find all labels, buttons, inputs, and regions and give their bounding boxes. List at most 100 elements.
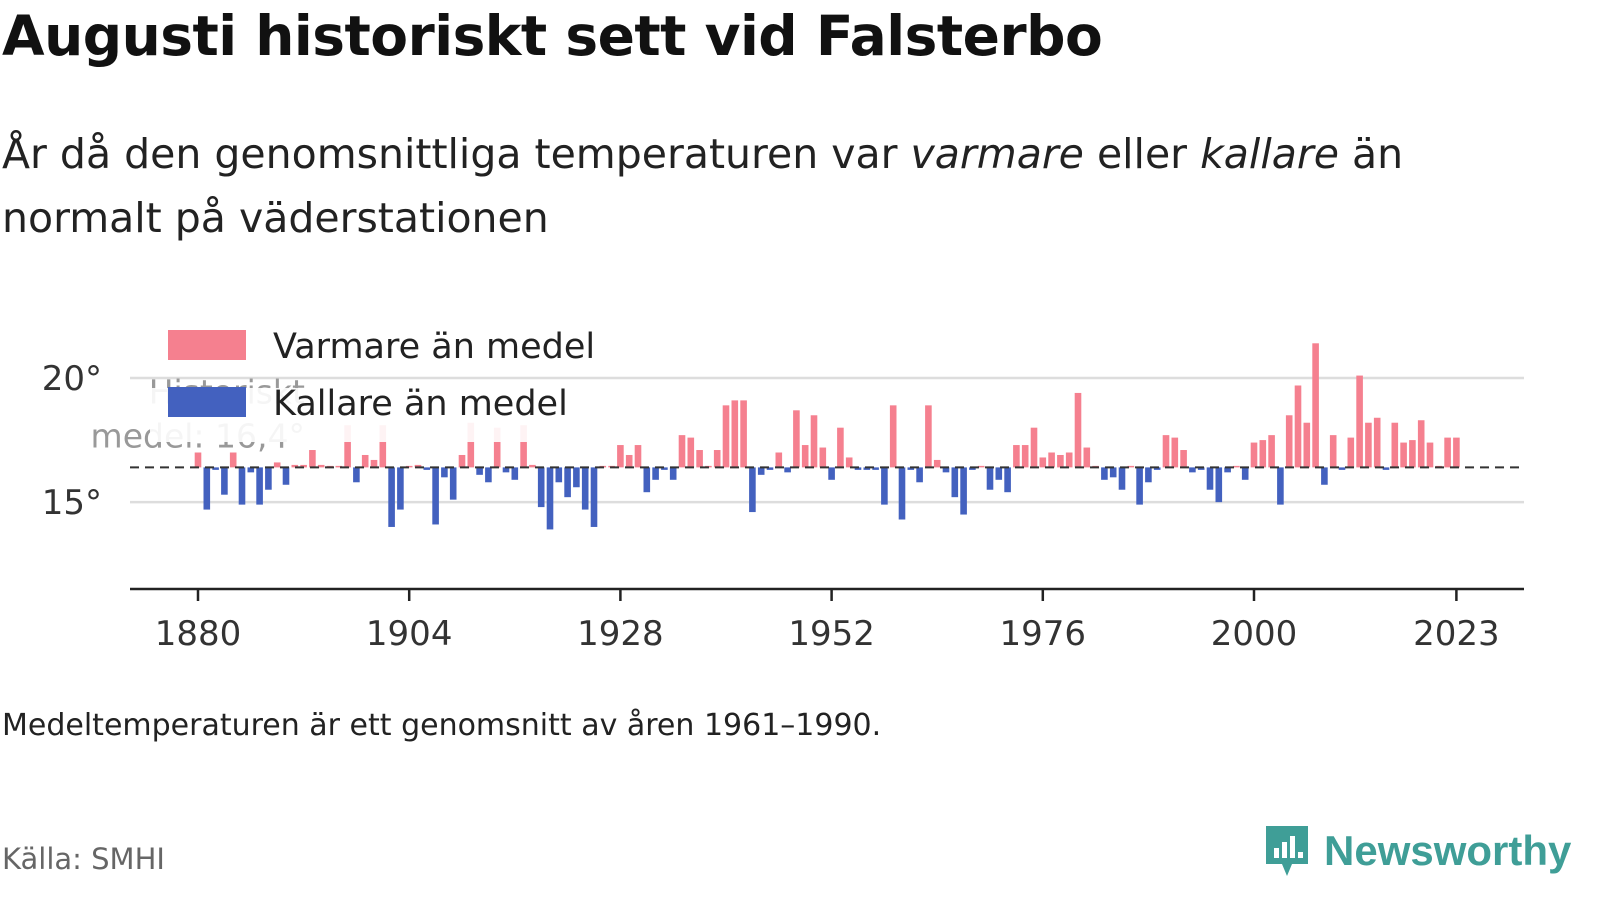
bar-2015 [1382, 467, 1390, 470]
bar-1991 [1171, 437, 1179, 468]
bar-1962 [916, 467, 923, 483]
bar-1972 [1004, 467, 1011, 493]
x-tick-label: 1880 [155, 614, 242, 654]
bar-1973 [1013, 445, 1020, 468]
bar-1984 [1109, 467, 1117, 478]
bar-2003 [1277, 467, 1284, 505]
source-credit: Källa: SMHI [2, 842, 165, 876]
bar-1944 [757, 467, 765, 475]
bar-1908 [441, 467, 448, 478]
bar-1964 [933, 459, 941, 468]
bar-1966 [951, 467, 959, 498]
bar-1961 [907, 467, 915, 470]
legend-label: Varmare än medel [273, 327, 595, 367]
bar-2002 [1268, 435, 1275, 468]
bar-1963 [925, 405, 932, 468]
bar-1968 [969, 467, 976, 470]
bar-1948 [793, 410, 800, 468]
bar-1936 [687, 437, 695, 468]
bar-1941 [731, 400, 739, 468]
bar-2017 [1400, 442, 1407, 468]
bar-2019 [1417, 420, 1425, 468]
bar-1929 [625, 454, 633, 468]
bar-1940 [722, 405, 730, 468]
bar-1892 [300, 464, 307, 468]
bar-1899 [361, 454, 369, 468]
bar-2010 [1338, 467, 1346, 470]
bar-1923 [573, 467, 580, 488]
bar-1912 [476, 467, 483, 475]
bar-2008 [1321, 467, 1328, 485]
brand[interactable]: Newsworthy [1262, 822, 1571, 880]
bar-1916 [511, 467, 519, 480]
bar-1919 [537, 467, 545, 508]
bar-1902 [388, 467, 395, 527]
bar-1939 [713, 450, 721, 468]
bar-1918 [529, 464, 536, 468]
bar-1951 [819, 447, 827, 468]
bar-1953 [837, 427, 844, 468]
bar-1959 [889, 405, 897, 468]
bar-1898 [353, 467, 360, 483]
bar-1958 [881, 467, 888, 505]
bar-2009 [1329, 435, 1337, 468]
bar-1880 [194, 452, 202, 468]
bar-1896 [335, 465, 343, 468]
bar-2000 [1250, 442, 1258, 468]
bar-1965 [942, 467, 950, 473]
bar-1989 [1153, 467, 1161, 470]
bar-1890 [282, 467, 290, 485]
bar-1952 [828, 467, 835, 480]
x-tick-label: 2023 [1413, 614, 1500, 654]
bar-1903 [397, 467, 404, 510]
bar-1885 [238, 467, 246, 505]
bar-1893 [309, 450, 316, 468]
bar-1979 [1065, 452, 1073, 468]
bar-1970 [986, 467, 994, 490]
bar-1955 [854, 467, 862, 470]
bar-1882 [212, 467, 219, 470]
bar-1897 [344, 425, 351, 468]
bar-1997 [1224, 467, 1231, 473]
bar-1987 [1136, 467, 1143, 505]
x-tick-label: 2000 [1211, 614, 1298, 654]
bar-1932 [652, 467, 659, 480]
subtitle-part1: År då den genomsnittliga temperaturen va… [2, 130, 911, 178]
bar-1920 [546, 467, 554, 530]
bar-1928 [617, 445, 624, 468]
bar-1975 [1030, 427, 1038, 468]
bar-1942 [740, 400, 747, 468]
bar-1977 [1048, 452, 1055, 468]
bar-1943 [749, 467, 756, 513]
bar-1976 [1039, 457, 1047, 468]
bar-1983 [1101, 467, 1108, 480]
bar-1925 [590, 467, 598, 527]
bar-2016 [1391, 422, 1399, 468]
bar-1909 [449, 467, 457, 500]
bar-1980 [1074, 392, 1082, 468]
bar-1946 [775, 452, 783, 468]
legend-label: Kallare än medel [273, 384, 568, 424]
bar-1913 [485, 467, 492, 483]
subtitle-part2: eller [1083, 130, 1201, 178]
legend-swatch [168, 330, 246, 360]
bar-2007 [1312, 343, 1319, 468]
bar-1934 [669, 467, 677, 480]
x-tick-label: 1904 [366, 614, 453, 654]
legend-swatch [168, 387, 246, 417]
bar-1949 [801, 445, 809, 468]
bar-1886 [247, 467, 255, 473]
brand-name: Newsworthy [1324, 827, 1572, 874]
bar-1974 [1021, 445, 1029, 468]
bar-1992 [1180, 450, 1187, 468]
bar-1888 [265, 467, 272, 490]
bar-2001 [1259, 440, 1267, 468]
bar-1981 [1083, 447, 1091, 468]
bar-1945 [766, 467, 774, 470]
bar-1900 [370, 459, 378, 468]
bar-1995 [1206, 467, 1214, 490]
bar-1971 [995, 467, 1003, 480]
bar-2014 [1373, 417, 1381, 468]
bar-2006 [1303, 422, 1311, 468]
y-tick-label: 20° [42, 359, 102, 399]
